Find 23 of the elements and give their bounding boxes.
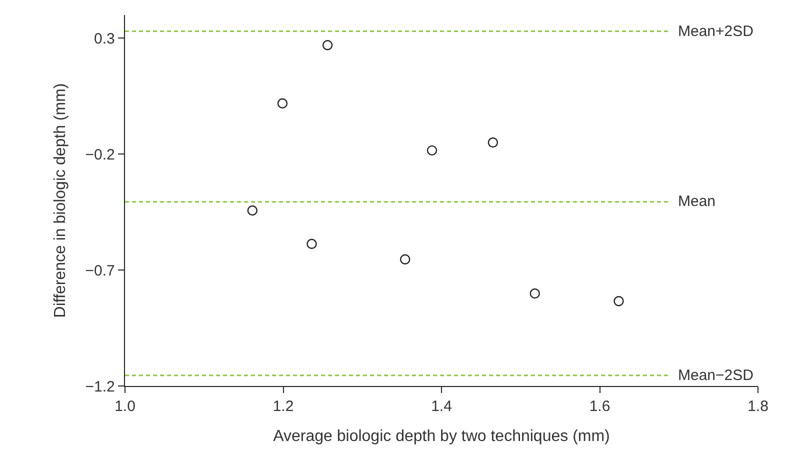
point <box>530 288 540 299</box>
x-tick-label: 1.0 <box>114 398 136 416</box>
x-tick-label: 1.8 <box>748 398 768 416</box>
y-tick-label: −0.7 <box>85 262 115 280</box>
x-axis-title: Average biologic depth by two techniques (mm) <box>273 428 610 445</box>
point <box>426 145 438 156</box>
x-tick-label: 1.4 <box>431 398 452 416</box>
point <box>322 40 333 50</box>
y-tick-label: −0.2 <box>85 146 115 164</box>
point <box>247 205 258 216</box>
y-tick-label: 0.3 <box>94 30 115 48</box>
y-axis-title: Difference in biologic depth (mm) <box>52 83 70 318</box>
x-tick-label: 1.2 <box>272 398 294 416</box>
ref-line-label: Mean+2SD <box>678 23 754 40</box>
point <box>488 137 498 148</box>
point <box>400 254 410 264</box>
x-tick-label: 1.6 <box>589 398 610 416</box>
point <box>614 296 624 306</box>
point <box>277 98 288 108</box>
ref-line-label: Mean−2SD <box>678 367 754 384</box>
ref-line-label: Mean <box>678 193 716 210</box>
point <box>306 238 317 249</box>
y-tick-label: −1.2 <box>85 378 115 396</box>
